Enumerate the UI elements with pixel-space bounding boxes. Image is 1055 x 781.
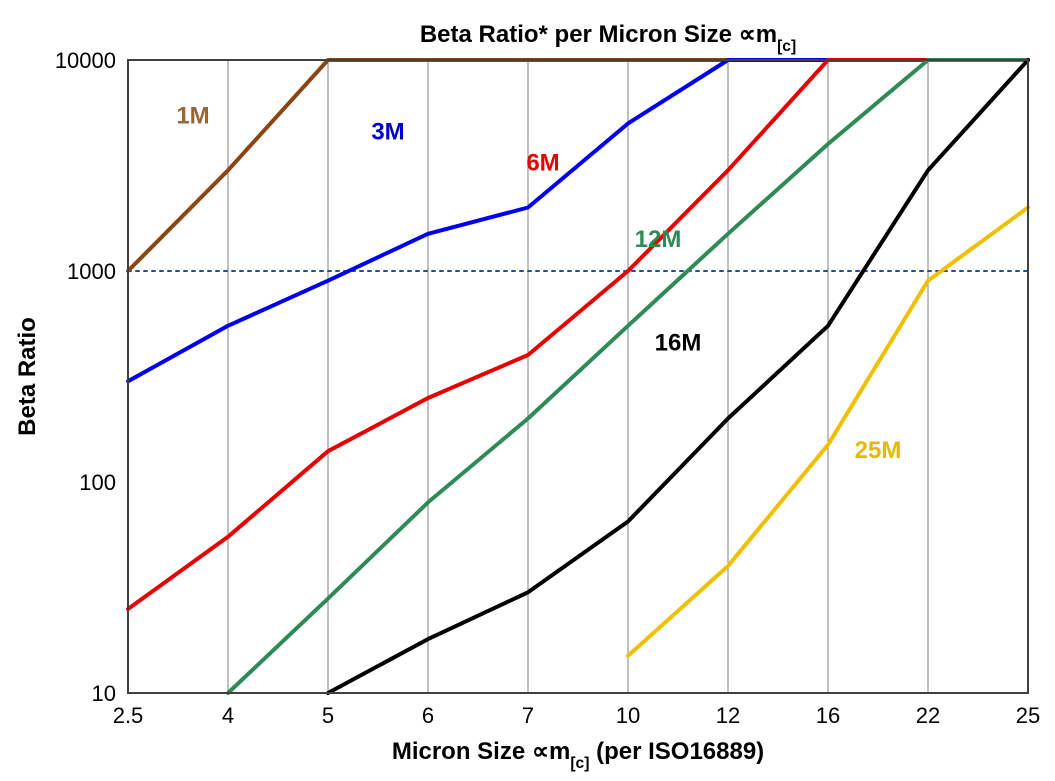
x-tick-label: 6 bbox=[422, 703, 434, 728]
series-label-12M: 12M bbox=[635, 226, 682, 253]
series-label-16M: 16M bbox=[655, 329, 702, 356]
x-tick-label: 5 bbox=[322, 703, 334, 728]
x-tick-label: 12 bbox=[716, 703, 740, 728]
x-tick-label: 16 bbox=[816, 703, 840, 728]
y-tick-label: 10000 bbox=[55, 48, 116, 73]
chart-svg: 101001000100002.5456710121622251M3M6M12M… bbox=[0, 0, 1055, 781]
beta-ratio-chart: 101001000100002.5456710121622251M3M6M12M… bbox=[0, 0, 1055, 781]
series-label-3M: 3M bbox=[371, 118, 404, 145]
series-label-6M: 6M bbox=[526, 149, 559, 176]
x-tick-label: 25 bbox=[1016, 703, 1040, 728]
x-tick-label: 4 bbox=[222, 703, 234, 728]
x-tick-label: 7 bbox=[522, 703, 534, 728]
x-tick-label: 22 bbox=[916, 703, 940, 728]
x-tick-label: 2.5 bbox=[113, 703, 144, 728]
y-tick-label: 1000 bbox=[67, 259, 116, 284]
y-axis-title: Beta Ratio bbox=[14, 317, 41, 436]
series-label-25M: 25M bbox=[855, 437, 902, 464]
series-label-1M: 1M bbox=[176, 103, 209, 130]
y-tick-label: 100 bbox=[79, 470, 116, 495]
x-tick-label: 10 bbox=[616, 703, 640, 728]
